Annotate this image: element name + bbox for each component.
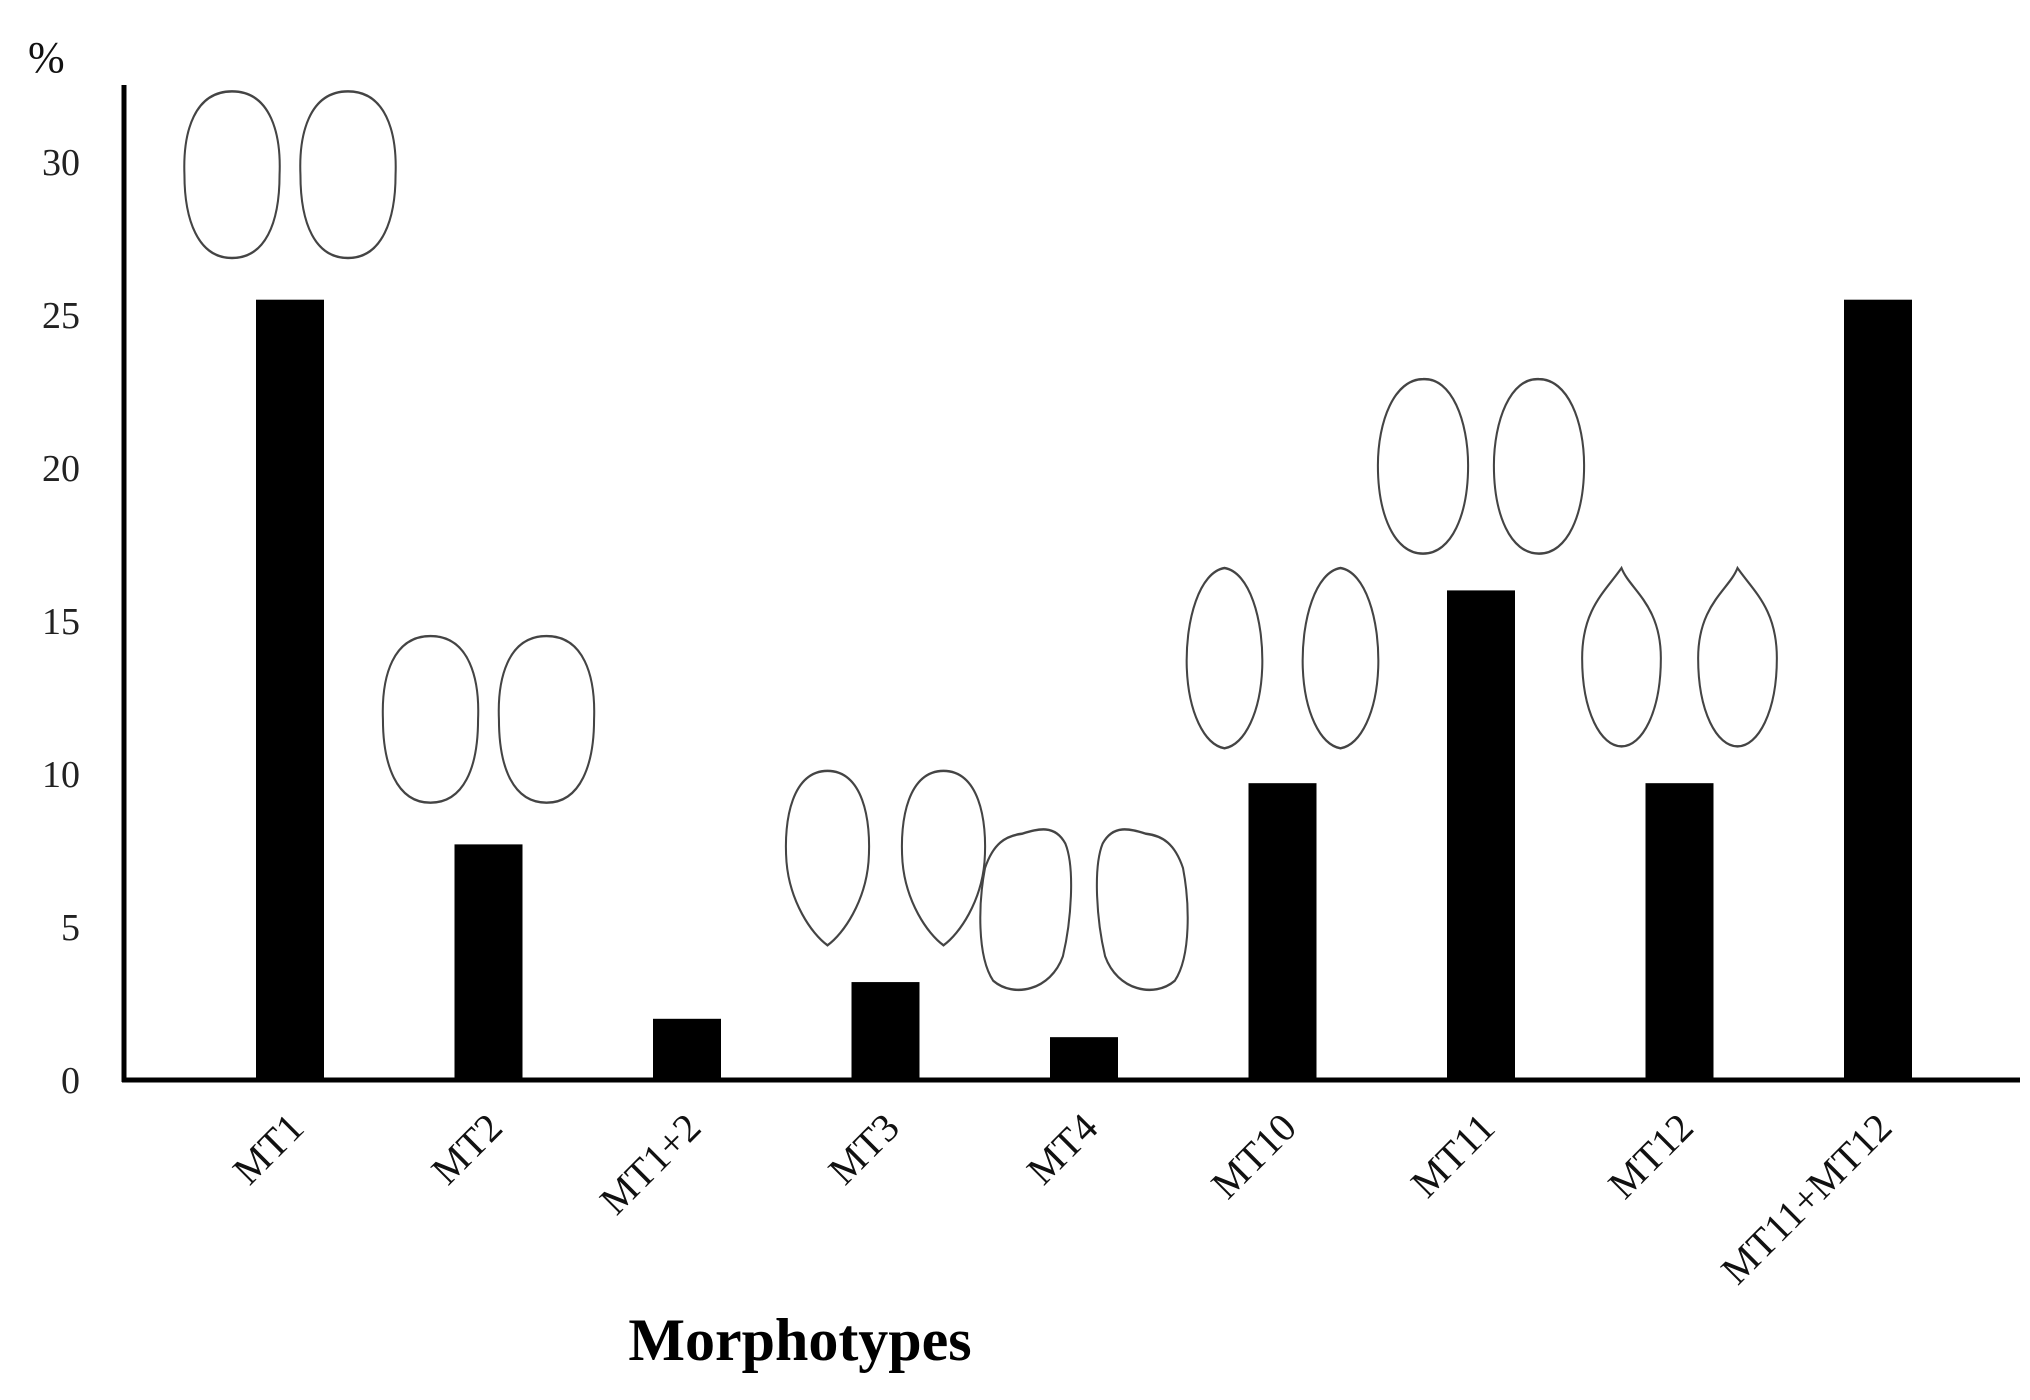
bar-mt3: [851, 982, 920, 1080]
seed-outline: [979, 828, 1073, 992]
x-category-label: MT4: [1018, 1105, 1106, 1193]
seed-outline-pair-icon: [1376, 377, 1586, 555]
bar-mt11-plus-mt12: [1844, 299, 1912, 1080]
x-category-label: MT1+2: [591, 1105, 709, 1223]
seed-outline: [1301, 566, 1380, 750]
seed-outline: [784, 769, 871, 947]
seed-outline-pair-icon: [1581, 565, 1778, 748]
seed-outline: [497, 634, 596, 804]
x-axis-title: Morphotypes: [628, 1307, 971, 1373]
y-tick-label: 0: [61, 1060, 80, 1102]
seed-outline: [900, 769, 987, 947]
x-category-label: MT10: [1202, 1105, 1305, 1208]
x-category-label: MT11+MT12: [1712, 1105, 1900, 1293]
y-tick-label: 5: [61, 907, 80, 949]
y-axis-unit-label: %: [28, 33, 65, 82]
seed-outline: [1185, 566, 1264, 750]
seed-outline: [1697, 565, 1778, 748]
bar-mt1: [256, 299, 324, 1080]
bar-mt4: [1050, 1037, 1118, 1080]
seed-outline: [1095, 828, 1189, 992]
seed-outline: [299, 90, 397, 260]
seed-outline: [381, 634, 480, 804]
bar-mt10: [1248, 783, 1317, 1080]
y-tick-label: 10: [42, 754, 80, 796]
seed-outline: [1376, 377, 1470, 555]
x-category-label: MT3: [819, 1105, 907, 1193]
x-category-label: MT11: [1402, 1105, 1503, 1206]
seed-outline: [1492, 377, 1586, 555]
seed-outline: [183, 90, 281, 260]
y-tick-label: 15: [42, 601, 80, 643]
x-axis-categories: MT1 MT2 MT1+2 MT3 MT4 MT10 MT11 MT12 MT11+MT12: [224, 1105, 1900, 1293]
x-category-label: MT2: [422, 1105, 510, 1193]
seed-outline-pair-icon: [183, 90, 397, 260]
bar-mt11: [1447, 590, 1515, 1080]
seed-outline-pair-icon: [784, 769, 987, 947]
seed-outline-pair-icon: [381, 634, 596, 804]
y-tick-label: 30: [42, 142, 80, 184]
bar-mt2: [454, 844, 523, 1080]
seed-outline-pair-icon: [1185, 566, 1380, 750]
x-category-label: MT12: [1599, 1105, 1702, 1208]
seed-outline-pair-icon: [979, 828, 1189, 992]
seed-outline-annotations: [183, 90, 1778, 992]
bar-mt1-plus-2: [653, 1018, 721, 1080]
x-category-label: MT1: [224, 1105, 312, 1193]
seed-outline: [1581, 565, 1662, 748]
y-tick-label: 20: [42, 448, 80, 490]
y-tick-label: 25: [42, 295, 80, 337]
y-axis-ticks: 0 5 10 15 20 25 30: [42, 142, 80, 1102]
bar-mt12: [1645, 783, 1714, 1080]
bar-series: [256, 299, 1912, 1080]
